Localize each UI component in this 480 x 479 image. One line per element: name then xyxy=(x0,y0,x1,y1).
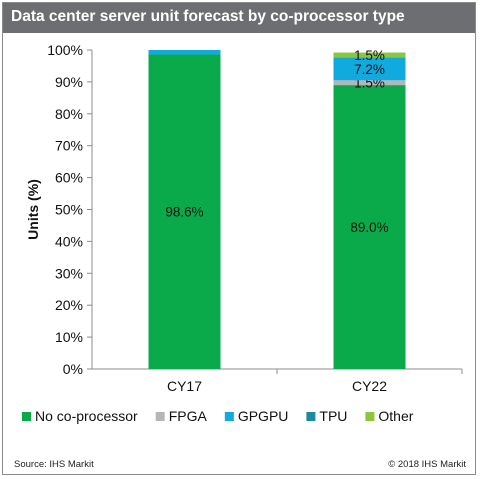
bar-segment xyxy=(148,54,221,369)
title-bar: Data center server unit forecast by co-p… xyxy=(3,3,475,33)
x-tick-label: CY17 xyxy=(167,378,202,394)
data-label: 98.6% xyxy=(165,205,203,220)
x-tick-label: CY22 xyxy=(352,378,387,394)
y-tick-label: 0% xyxy=(63,361,83,377)
legend-swatch xyxy=(22,412,31,421)
y-tick-label: 70% xyxy=(55,138,83,154)
legend-label: FPGA xyxy=(169,408,208,424)
bar-segment xyxy=(333,57,406,81)
y-tick-label: 60% xyxy=(55,170,83,186)
y-tick-label: 100% xyxy=(47,42,83,58)
legend-label: No co-processor xyxy=(35,408,138,424)
y-tick-label: 10% xyxy=(55,329,83,345)
bar-segment xyxy=(333,52,406,58)
legend-label: GPGPU xyxy=(238,408,289,424)
y-tick-label: 50% xyxy=(55,202,83,218)
data-label: 89.0% xyxy=(350,220,388,235)
y-tick-label: 20% xyxy=(55,297,83,313)
legend-swatch xyxy=(155,412,165,421)
source-note: Source: IHS Markit xyxy=(14,459,94,470)
legend-swatch xyxy=(306,412,316,421)
legend-swatch xyxy=(224,412,234,421)
bar-segment xyxy=(333,80,406,86)
copyright-note: © 2018 IHS Markit xyxy=(388,459,466,470)
y-tick-label: 30% xyxy=(55,265,83,281)
y-tick-label: 40% xyxy=(55,233,83,249)
bar-segment xyxy=(148,50,221,55)
legend-label: TPU xyxy=(319,408,347,424)
data-label: 1.5% xyxy=(354,48,385,63)
bar-segment xyxy=(333,85,406,369)
y-tick-label: 80% xyxy=(55,106,83,122)
y-tick-label: 90% xyxy=(55,74,83,90)
data-label: 7.2% xyxy=(354,62,385,77)
chart-title: Data center server unit forecast by co-p… xyxy=(11,8,405,25)
legend-swatch xyxy=(365,412,375,421)
y-axis-title: Units (%) xyxy=(25,179,41,240)
legend-label: Other xyxy=(378,408,413,424)
